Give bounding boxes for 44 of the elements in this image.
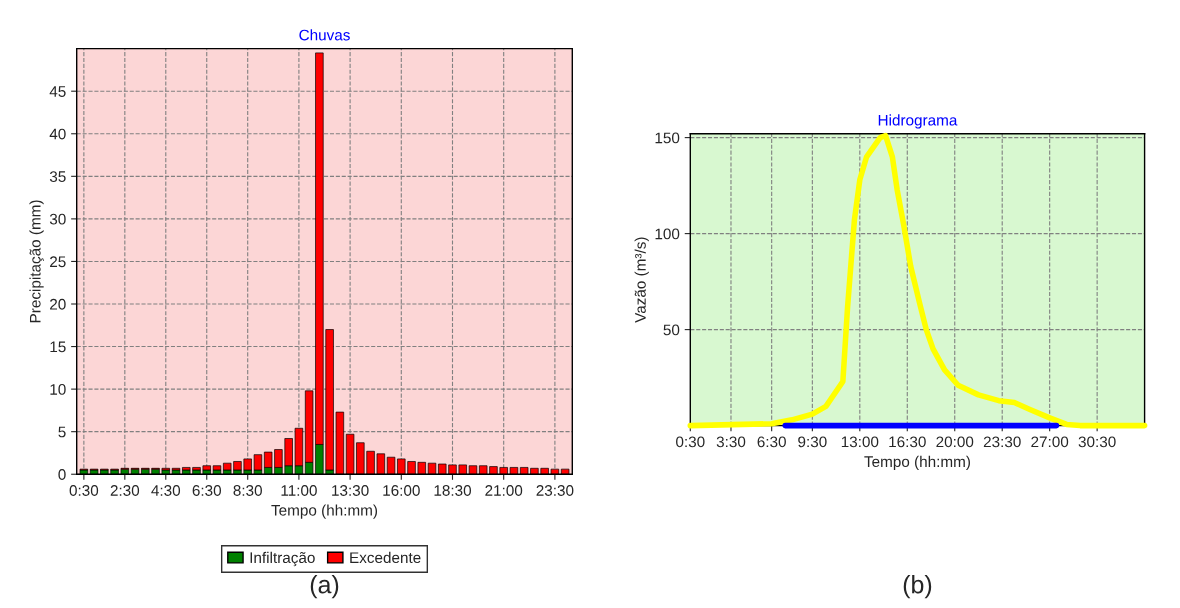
y-axis-title: Precipitação (mm) [29,200,44,323]
y-tick-label: 15 [50,341,66,353]
y-tick-label: 50 [663,324,680,336]
x-tick-label: 20:00 [936,436,974,448]
x-axis-title: Tempo (hh:mm) [864,455,970,471]
x-tick-label: 13:00 [841,436,879,448]
x-tick-label: 16:00 [383,485,420,496]
x-tick-label: 30:30 [1078,436,1116,448]
x-tick-label: 4:30 [151,485,181,496]
legend-label: Excedente [350,551,421,564]
y-tick-label: 20 [50,298,66,310]
x-tick-label: 0:30 [69,485,99,496]
chart-title: Chuvas [299,29,350,41]
y-tick-label: 45 [49,86,66,97]
x-tick-label: 16:30 [889,436,926,448]
legend-label: Infiltração [250,551,315,567]
y-tick-label: 30 [49,213,66,225]
x-tick-label: 0:30 [676,436,705,448]
x-tick-label: 27:00 [1031,436,1069,448]
x-tick-label: 23:30 [983,436,1021,448]
y-tick-label: 10 [50,383,66,395]
x-tick-label: 23:30 [536,485,574,496]
y-tick-label: 0 [58,469,66,480]
y-tick-label: 100 [655,228,680,240]
x-tick-label: 2:30 [110,485,140,496]
x-tick-label: 18:30 [434,485,472,496]
x-tick-label: 21:00 [485,485,523,496]
y-tick-label: 35 [49,171,66,183]
text: (a) [310,575,339,599]
text: (b) [903,575,932,599]
x-tick-label: 8:30 [233,485,262,496]
y-tick-label: 25 [50,256,66,268]
x-axis-title: Tempo (hh:mm) [271,504,378,519]
x-tick-label: 11:00 [281,485,317,496]
x-tick-label: 13:30 [332,485,369,496]
x-tick-label: 6:30 [757,436,786,448]
chart-title: Hidrograma [878,114,958,129]
x-tick-label: 6:30 [192,485,222,496]
x-tick-label: 9:30 [798,436,827,448]
x-tick-label: 3:30 [716,436,746,448]
y-tick-label: 150 [655,132,680,144]
y-tick-label: 40 [49,128,66,140]
y-tick-label: 5 [58,426,66,438]
y-axis-title: Vazão (m³/s) [634,237,649,323]
